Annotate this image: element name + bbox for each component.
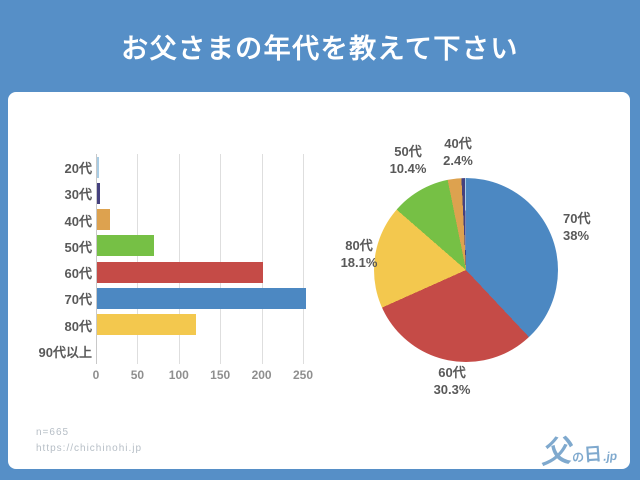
bar-category-label: 40代: [64, 213, 92, 229]
bar-70代: [97, 287, 307, 309]
bar-50代: [97, 235, 155, 257]
chichinohi-logo: 父の日 .jp: [538, 415, 629, 471]
source-url: https://chichinohi.jp: [36, 443, 143, 454]
x-tick-label: 100: [168, 368, 189, 382]
sample-size: n=665: [36, 427, 70, 438]
x-tick-label: 50: [130, 368, 145, 382]
x-tick-label: 150: [210, 368, 231, 382]
pie-label-60代: 60代 30.3%: [433, 365, 471, 397]
bar-80代: [97, 314, 197, 335]
logo-glyph: 日: [583, 443, 603, 466]
bar-category-label: 50代: [64, 239, 92, 255]
pie-label-70代: 70代 38%: [563, 211, 591, 243]
footer-meta: n=665 https://chichinohi.jp: [36, 425, 142, 457]
x-tick-label: 0: [92, 368, 100, 382]
logo-glyph: 父: [539, 434, 572, 471]
bar-category-label: 60代: [64, 266, 92, 281]
pie-chart: 70代 38% 60代 30.3% 80代 18.1% 50代 10.4% 40代 2.4%: [308, 92, 630, 412]
pie: [374, 178, 558, 362]
logo-glyph: .jp: [602, 448, 618, 464]
pie-label-50代: 50代 10.4%: [389, 144, 427, 176]
bar-category-label: 80代: [64, 318, 92, 334]
gridline: [96, 154, 97, 364]
gridline: [137, 154, 139, 364]
page-title: お父さまの年代を教えて下さい: [121, 33, 519, 64]
bar-chart: 0 50 100 150 200 250 20代 30代 40代 50代 60代 70代 80代 90代以…: [8, 92, 348, 392]
gridline: [220, 154, 222, 364]
gridline: [261, 154, 263, 364]
bar-category-label: 20代: [64, 161, 92, 176]
bar-30代: [97, 182, 101, 204]
bar-40代: [97, 209, 111, 230]
pie-label-80代: 80代 18.1%: [340, 238, 378, 270]
x-tick-label: 250: [292, 368, 314, 382]
title-band: お父さまの年代を教えて下さい: [0, 0, 640, 92]
pie-label-40代: 40代 2.4%: [443, 136, 473, 168]
x-tick-label: 200: [251, 368, 272, 382]
bar-category-label: 30代: [64, 187, 92, 203]
gridline: [178, 154, 180, 364]
bar-60代: [97, 261, 264, 283]
gridline: [303, 154, 304, 364]
chart-card: 0 50 100 150 200 250 20代 30代 40代 50代 60代 70代 80代 90代以…: [8, 92, 630, 471]
bar-20代: [97, 156, 99, 178]
bar-category-label: 90代以上: [38, 344, 92, 360]
bar-category-label: 70代: [64, 292, 92, 308]
